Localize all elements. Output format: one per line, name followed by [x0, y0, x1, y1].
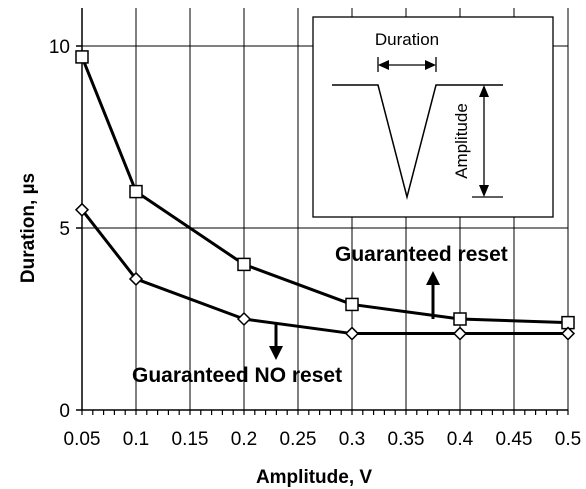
- x-axis-title: Amplitude, V: [256, 467, 372, 488]
- inset-duration-arrowhead-right: [425, 60, 436, 70]
- guaranteed-no-reset-label: Guaranteed NO reset: [132, 364, 342, 387]
- x-tick-label: 0.05: [64, 429, 101, 450]
- guaranteed-no-reset-arrowhead: [269, 346, 283, 360]
- x-tick-label: 0.15: [172, 429, 209, 450]
- square-marker: [237, 257, 251, 272]
- guaranteed-reset-label: Guaranteed reset: [335, 243, 508, 266]
- square-marker: [75, 50, 89, 64]
- guaranteed-reset-arrowhead: [426, 271, 440, 285]
- y-axis-title: Duration, µs: [18, 173, 39, 283]
- square-marker: [345, 297, 359, 312]
- series-line-1: [80, 56, 569, 325]
- x-tick-label: 0.3: [339, 429, 365, 450]
- inset-amplitude-label: Amplitude: [452, 103, 471, 179]
- x-tick-label: 0.4: [447, 429, 474, 450]
- square-marker: [453, 312, 467, 326]
- y-tick-label: 0: [59, 401, 70, 422]
- x-tick-label: 0.1: [123, 429, 149, 450]
- inset-amplitude-arrowhead-bottom: [479, 185, 489, 197]
- diamond-marker: [74, 202, 90, 217]
- series-lines: [80, 56, 569, 336]
- x-tick-labels: 0.05 0.1 0.15 0.2 0.25 0.3 0.35 0.4 0.45 0.5: [64, 429, 582, 450]
- inset-pulse: [332, 84, 503, 200]
- series-markers: [74, 50, 576, 341]
- y-tick-label: 5: [59, 219, 70, 240]
- x-tick-label: 0.35: [388, 429, 425, 450]
- y-tick-labels: 0 5 10: [49, 37, 70, 422]
- inset-duration-label: Duration: [375, 30, 439, 49]
- square-marker: [129, 184, 143, 199]
- x-tick-label: 0.45: [496, 429, 533, 450]
- diamond-marker: [128, 271, 144, 287]
- inset-diagram: Duration Amplitude: [312, 16, 554, 218]
- annotations: Guaranteed reset Guaranteed NO reset: [132, 243, 508, 387]
- x-tick-label: 0.5: [555, 429, 581, 450]
- inset-frame: [312, 16, 554, 218]
- x-tick-label: 0.25: [280, 429, 317, 450]
- y-tick-label: 10: [49, 37, 70, 58]
- x-tick-label: 0.2: [231, 429, 257, 450]
- inset-amplitude-arrowhead-top: [479, 85, 489, 97]
- diamond-marker: [452, 326, 468, 341]
- diamond-marker: [560, 326, 576, 341]
- diamond-marker: [344, 326, 360, 341]
- diamond-marker: [236, 311, 252, 327]
- inset-duration-arrowhead-left: [378, 60, 389, 70]
- series-line-2: [80, 208, 568, 336]
